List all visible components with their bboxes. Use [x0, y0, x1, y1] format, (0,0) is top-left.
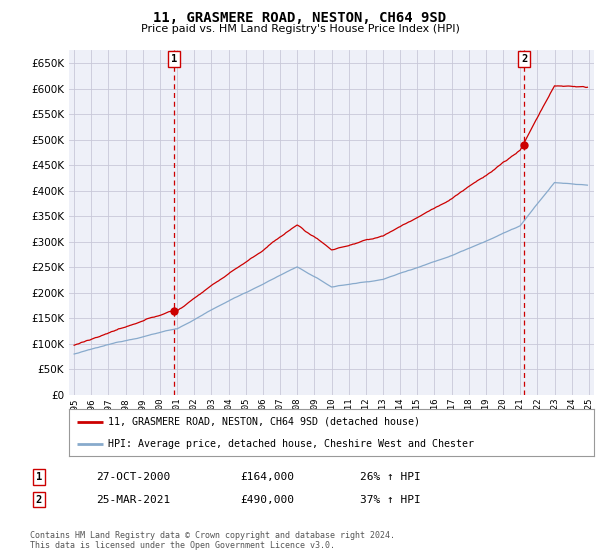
Text: 27-OCT-2000: 27-OCT-2000 — [96, 472, 170, 482]
Text: 26% ↑ HPI: 26% ↑ HPI — [360, 472, 421, 482]
Text: Contains HM Land Registry data © Crown copyright and database right 2024.
This d: Contains HM Land Registry data © Crown c… — [30, 531, 395, 550]
Text: 11, GRASMERE ROAD, NESTON, CH64 9SD: 11, GRASMERE ROAD, NESTON, CH64 9SD — [154, 11, 446, 25]
Text: 37% ↑ HPI: 37% ↑ HPI — [360, 494, 421, 505]
Text: Price paid vs. HM Land Registry's House Price Index (HPI): Price paid vs. HM Land Registry's House … — [140, 24, 460, 34]
Text: HPI: Average price, detached house, Cheshire West and Chester: HPI: Average price, detached house, Ches… — [109, 438, 475, 449]
Text: £490,000: £490,000 — [240, 494, 294, 505]
Text: £164,000: £164,000 — [240, 472, 294, 482]
Text: 1: 1 — [171, 54, 177, 64]
Text: 2: 2 — [36, 494, 42, 505]
Text: 1: 1 — [36, 472, 42, 482]
Text: 11, GRASMERE ROAD, NESTON, CH64 9SD (detached house): 11, GRASMERE ROAD, NESTON, CH64 9SD (det… — [109, 417, 421, 427]
Text: 2: 2 — [521, 54, 527, 64]
Text: 25-MAR-2021: 25-MAR-2021 — [96, 494, 170, 505]
